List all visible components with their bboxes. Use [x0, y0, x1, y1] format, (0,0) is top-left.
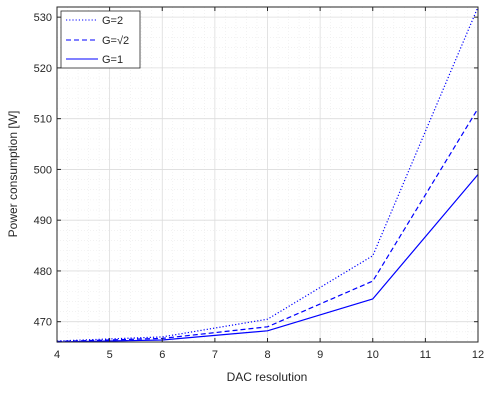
- y-tick-label: 470: [34, 317, 52, 329]
- x-tick-label: 4: [54, 349, 60, 361]
- y-tick-label: 520: [34, 63, 52, 75]
- legend-label-g1: G=1: [102, 54, 123, 66]
- series-lines: [56, 6, 479, 343]
- x-tick-label: 11: [420, 349, 431, 361]
- series-line-2: [56, 174, 479, 343]
- legend: G=2 G=√2 G=1: [60, 10, 141, 69]
- legend-label-g-sqrt2: G=√2: [102, 35, 129, 47]
- x-tick-label: 9: [317, 349, 323, 361]
- legend-label-g2: G=2: [102, 15, 123, 27]
- x-axis-label: DAC resolution: [227, 370, 308, 384]
- y-axis-label: Power consumption [W]: [6, 111, 20, 238]
- x-tick-label: 7: [212, 349, 218, 361]
- x-tick-label: 5: [107, 349, 113, 361]
- series-line-1: [56, 108, 479, 343]
- x-tick-label: 10: [367, 349, 379, 361]
- y-tick-label: 500: [34, 164, 52, 176]
- axis-ticks: 4 5 6 7 8 9 10 11 12 470 480 490 500 510 520 530: [34, 7, 484, 361]
- y-tick-label: 490: [34, 215, 52, 227]
- x-tick-label: 6: [159, 349, 165, 361]
- y-tick-label: 510: [34, 114, 52, 126]
- y-tick-label: 480: [34, 266, 52, 278]
- series-line-0: [56, 6, 479, 342]
- x-tick-label: 8: [264, 349, 270, 361]
- x-tick-label: 12: [472, 349, 484, 361]
- y-tick-label: 530: [34, 12, 52, 24]
